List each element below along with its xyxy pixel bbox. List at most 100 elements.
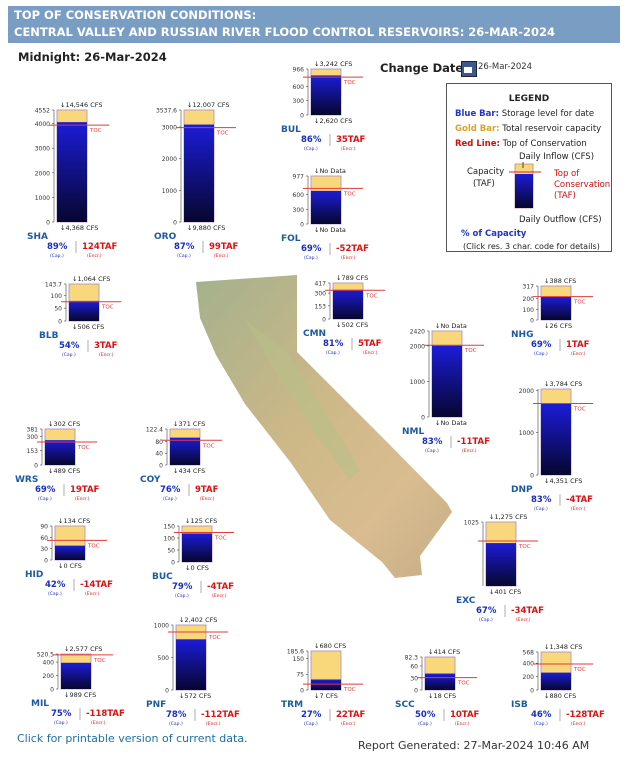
header-title-line2: CENTRAL VALLEY AND RUSSIAN RIVER FLOOD C…: [14, 25, 556, 39]
hid-tick-label: 0: [44, 558, 48, 565]
sha-encr-label: (Encr.): [87, 253, 102, 259]
isb-tick-label: 200: [523, 674, 535, 681]
nml-tick-label: 1000: [410, 379, 425, 386]
hid-encr-label: (Encr.): [85, 591, 100, 597]
isb-encr-label: (Encr.): [571, 721, 586, 727]
bul-toc-label: TOC: [343, 80, 356, 86]
coy-tick-label: 122.4: [146, 427, 163, 434]
oro-tick-label: 3000: [162, 125, 177, 132]
reservoir-code-pnf[interactable]: PNF: [146, 700, 166, 710]
reservoir-code-sha[interactable]: SHA: [27, 232, 48, 242]
nml-toc-label: TOC: [464, 348, 477, 354]
dnp-cap-label: (Cap.): [534, 506, 548, 512]
isb-cap-label: (Cap.): [534, 721, 548, 727]
wrs-outflow: ↓489 CFS: [48, 467, 80, 475]
blb-tick-label: 50: [54, 306, 62, 313]
isb-outflow: ↓880 CFS: [544, 692, 576, 700]
dnp-pct-capacity: 83%: [531, 495, 552, 505]
pnf-encr-label: (Encr.): [206, 721, 221, 727]
coy-storage-bar: [170, 437, 200, 465]
oro-cap-label: (Cap.): [177, 253, 191, 259]
nhg-pct-capacity: 69%: [531, 340, 552, 350]
reservoir-code-coy[interactable]: COY: [140, 475, 161, 485]
buc-tick-label: 150: [164, 524, 176, 531]
reservoir-code-trm[interactable]: TRM: [281, 700, 303, 710]
sha-pct-capacity: 89%: [47, 242, 68, 252]
legend-gold-key: Gold Bar:: [455, 124, 500, 134]
oro-pct-capacity: 87%: [174, 242, 195, 252]
exc-encr-label: (Encr.): [516, 617, 531, 623]
exc-pct-capacity: 67%: [476, 606, 497, 616]
reservoir-code-hid[interactable]: HID: [25, 570, 43, 580]
reservoir-code-cmn[interactable]: CMN: [303, 329, 326, 339]
mil-tick-label: 520.5: [37, 652, 54, 659]
reservoir-code-nml[interactable]: NML: [402, 427, 424, 437]
legend-taf: (TAF): [473, 179, 495, 189]
coy-toc-label: TOC: [202, 443, 215, 449]
legend-toc-line2: Conservation: [554, 180, 611, 190]
fol-toc-label: TOC: [343, 191, 356, 197]
reservoir-code-exc[interactable]: EXC: [456, 596, 476, 606]
exc-storage-bar: [486, 543, 516, 586]
legend-box: LEGEND Blue Bar: Storage level for date …: [446, 83, 612, 252]
hid-tick-label: 30: [40, 546, 48, 553]
pnf-outflow: ↓572 CFS: [179, 692, 211, 700]
trm-storage-bar: [311, 679, 341, 690]
reservoir-code-bul[interactable]: BUL: [281, 125, 301, 135]
fol-outflow: ↓No Data: [314, 226, 346, 234]
reservoir-code-scc[interactable]: SCC: [395, 700, 415, 710]
reservoir-code-fol[interactable]: FOL: [281, 234, 301, 244]
isb-tick-label: 568: [523, 650, 535, 657]
reservoir-code-buc[interactable]: BUC: [152, 572, 173, 582]
wrs-cap-label: (Cap.): [38, 496, 52, 502]
hid-pct-capacity: 42%: [45, 580, 66, 590]
legend-gold-row: Gold Bar: Total reservoir capacity: [455, 124, 601, 134]
scc-toc-label: TOC: [457, 681, 470, 687]
fol-pct-capacity: 69%: [301, 244, 322, 254]
legend-daily-outflow: Daily Outflow (CFS): [519, 215, 602, 225]
pnf-cap-label: (Cap.): [169, 721, 183, 727]
sha-tick-label: 2000: [35, 170, 50, 177]
pnf-inflow: ↓2,402 CFS: [179, 616, 217, 624]
hid-cap-label: (Cap.): [48, 591, 62, 597]
reservoir-code-nhg[interactable]: NHG: [511, 330, 533, 340]
calendar-icon[interactable]: [461, 61, 477, 77]
reservoir-code-mil[interactable]: MIL: [31, 699, 49, 709]
cmn-tick-label: 0: [322, 317, 326, 324]
nml-cap-label: (Cap.): [425, 448, 439, 454]
reservoir-code-dnp[interactable]: DNP: [511, 485, 533, 495]
wrs-toc-label: TOC: [77, 445, 90, 451]
central-valley-shade: [245, 320, 360, 480]
coy-encroachment: 9TAF: [195, 485, 219, 495]
scc-tick-label: 30: [410, 675, 418, 682]
wrs-pct-capacity: 69%: [35, 485, 56, 495]
header-title-line1: TOP OF CONSERVATION CONDITIONS:: [14, 8, 257, 22]
change-date-value[interactable]: 26-Mar-2024: [478, 62, 533, 72]
hid-encroachment: -14TAF: [80, 580, 113, 590]
blb-tick-label: 143.7: [45, 282, 62, 289]
dnp-tick-label: 2000: [519, 388, 534, 395]
oro-encr-label: (Encr.): [214, 253, 229, 259]
reservoir-code-oro[interactable]: ORO: [154, 232, 177, 242]
blb-outflow: ↓506 CFS: [72, 323, 104, 331]
exc-tick-label: 1025: [464, 520, 479, 527]
isb-toc-label: TOC: [573, 667, 586, 673]
exc-toc-label: TOC: [518, 544, 531, 550]
reservoir-code-isb[interactable]: ISB: [511, 700, 528, 710]
blb-tick-label: 0: [58, 319, 62, 326]
buc-outflow: ↓0 CFS: [185, 564, 209, 572]
cmn-cap-label: (Cap.): [326, 350, 340, 356]
blb-pct-capacity: 54%: [59, 341, 80, 351]
mil-tick-label: 0: [50, 687, 54, 694]
buc-encroachment: -4TAF: [207, 582, 234, 592]
sha-tick-label: 1000: [35, 195, 50, 202]
coy-cap-label: (Cap.): [163, 496, 177, 502]
bul-storage-bar: [311, 75, 341, 115]
exc-encroachment: -34TAF: [511, 606, 544, 616]
printable-version-link[interactable]: Click for printable version of current d…: [17, 732, 248, 745]
reservoir-code-wrs[interactable]: WRS: [15, 475, 38, 485]
reservoir-code-blb[interactable]: BLB: [39, 331, 59, 341]
coy-tick-label: 0: [159, 463, 163, 470]
oro-toc-label: TOC: [216, 131, 229, 137]
